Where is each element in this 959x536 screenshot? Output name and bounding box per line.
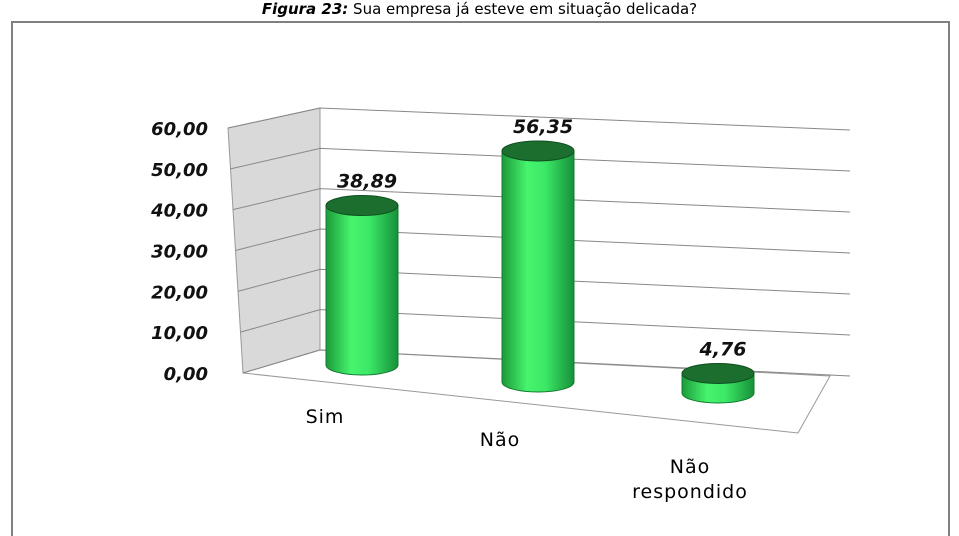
value-label: 38,89 (337, 171, 397, 193)
y-tick-label: 10,00 (151, 323, 208, 344)
grid-line (235, 228, 851, 254)
value-label: 4,76 (699, 338, 747, 360)
bar (325, 195, 399, 376)
bar-top (501, 140, 575, 162)
y-tick-label: 50,00 (151, 160, 208, 181)
y-tick-label: 30,00 (151, 242, 208, 263)
y-tick-label: 60,00 (151, 119, 208, 140)
value-label: 56,35 (513, 116, 573, 138)
bar-top (325, 195, 399, 217)
x-tick-label: Sim (305, 406, 345, 428)
grid-line (230, 147, 851, 172)
grid-line (232, 188, 851, 213)
grid-line (240, 309, 851, 336)
title: Figura 23: Sua empresa já esteve em situ… (0, 0, 959, 18)
bar-body (501, 150, 575, 393)
x-tick-label: Não (479, 429, 521, 451)
grid-line (227, 107, 851, 131)
bar (681, 362, 755, 404)
x-tick-label: Não respondido (632, 456, 748, 503)
bar-body (325, 205, 399, 376)
bar-top (681, 362, 755, 384)
title-text: Sua empresa já esteve em situação delica… (353, 0, 698, 18)
frame (11, 21, 950, 536)
y-tick-label: 40,00 (150, 201, 208, 222)
title-label: Figura 23: (261, 0, 349, 18)
y-tick-label: 20,00 (151, 282, 208, 303)
grid-line (242, 349, 851, 377)
y-tick-label: 0,00 (164, 364, 208, 385)
bar (501, 140, 575, 393)
grid-line (237, 268, 851, 295)
